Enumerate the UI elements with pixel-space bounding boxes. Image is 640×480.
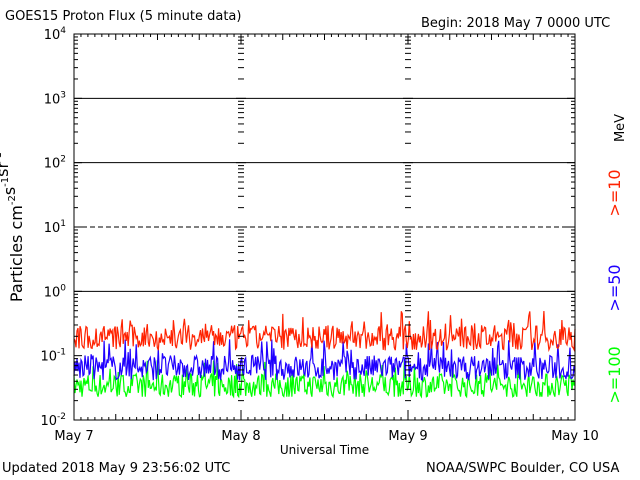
y-tick-label-5: 103: [44, 90, 66, 107]
axis-layer: 10-2 10-1 100 101 102 103 104 May 7 May 8 May 9 Ma…: [0, 26, 628, 457]
y-tick-label-3: 101: [44, 219, 66, 236]
y-tick-label-0: 10-2: [40, 412, 66, 429]
legend-unit: MeV: [613, 114, 628, 142]
x-axis-label: Universal Time: [280, 443, 369, 457]
series-layer: [73, 310, 576, 399]
y-tick-label-1: 10-1: [40, 348, 66, 365]
x-tick-label-3: May 10: [551, 429, 599, 444]
updated-time: Updated 2018 May 9 23:56:02 UTC: [2, 461, 231, 476]
y-axis-label: Particles cm-2s-1sr-1: [0, 152, 26, 302]
legend-label-0: >=10: [605, 169, 624, 216]
y-tick-label-6: 104: [44, 26, 67, 43]
chart-title: GOES15 Proton Flux (5 minute data): [5, 9, 242, 24]
x-tick-label-1: May 8: [221, 429, 260, 444]
begin-time: Begin: 2018 May 7 0000 UTC: [421, 16, 611, 31]
y-tick-label-2: 100: [44, 283, 67, 300]
series-line-ge50: [73, 339, 576, 382]
series-line-ge10: [73, 310, 576, 353]
y-tick-label-4: 102: [44, 155, 66, 172]
series-line-ge100: [73, 360, 576, 399]
x-tick-label-2: May 9: [388, 429, 427, 444]
x-tick-label-0: May 7: [54, 429, 93, 444]
credit-label: NOAA/SWPC Boulder, CO USA: [426, 461, 620, 476]
legend-label-1: >=50: [605, 264, 624, 311]
legend-label-2: >=100: [605, 346, 624, 403]
